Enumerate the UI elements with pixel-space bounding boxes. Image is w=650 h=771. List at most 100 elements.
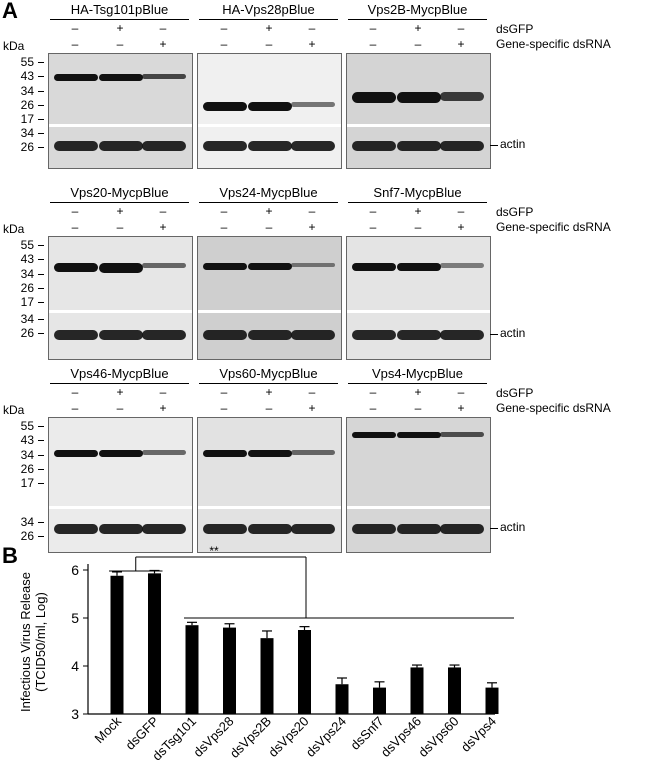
dsgfp-sign: + xyxy=(116,204,124,218)
dsrna-sign: – xyxy=(369,37,377,51)
mw-marker: 55 xyxy=(20,419,34,433)
x-tick-label: dsVps4 xyxy=(458,714,499,755)
bar-dsVps20 xyxy=(298,630,311,714)
protein-band xyxy=(440,263,484,268)
protein-band xyxy=(291,263,335,267)
dsgfp-sign: – xyxy=(220,385,228,399)
dsgfp-sign: + xyxy=(414,385,422,399)
blot-title-row2-3: Snf7-MycpBlue xyxy=(373,185,462,200)
mw-tick xyxy=(38,319,44,320)
dsrna-sign: – xyxy=(220,220,228,234)
x-tick-label: dsVps24 xyxy=(303,714,349,760)
protein-band xyxy=(248,450,292,457)
bar-dsVps4 xyxy=(485,687,499,714)
dsrna-sign: – xyxy=(116,37,124,51)
dsrna-sign: + xyxy=(457,401,465,415)
mw-marker: 26 xyxy=(20,140,34,154)
protein-band xyxy=(440,92,484,101)
dsrna-sign: – xyxy=(265,220,273,234)
dsgfp-sign: – xyxy=(457,21,465,35)
kda-label: kDa xyxy=(3,403,25,417)
y-axis-label: Infectious Virus Release(TCID50/ml, Log) xyxy=(18,572,48,712)
protein-band xyxy=(352,263,396,271)
dsgfp-sign: + xyxy=(414,21,422,35)
protein-band xyxy=(397,432,441,438)
blot-title-underline xyxy=(50,19,189,20)
blot-title-row3-2: Vps60-MycpBlue xyxy=(219,366,318,381)
actin-band xyxy=(99,524,143,534)
mw-tick xyxy=(38,259,44,260)
blot-title-row3-3: Vps4-MycpBlue xyxy=(371,366,464,381)
dsgfp-sign: – xyxy=(308,385,316,399)
mw-marker: 34 xyxy=(20,267,34,281)
dsgfp-sign: – xyxy=(220,21,228,35)
mw-marker: 34 xyxy=(20,126,34,140)
blot-separator xyxy=(198,310,341,313)
dsgfp-sign: – xyxy=(159,385,167,399)
dsrna-sign: + xyxy=(159,37,167,51)
protein-band xyxy=(203,263,247,270)
dsgfp-label: dsGFP xyxy=(496,22,534,36)
x-tick-label: Mock xyxy=(92,713,125,746)
dsgfp-sign: – xyxy=(71,204,79,218)
dsrna-sign: – xyxy=(220,37,228,51)
dsrna-sign: + xyxy=(308,37,316,51)
protein-band xyxy=(54,450,98,457)
actin-band xyxy=(291,329,335,340)
actin-band xyxy=(352,141,396,151)
dsrna-sign: – xyxy=(265,401,273,415)
bar-dsVps24 xyxy=(335,684,349,714)
y-tick-label: 5 xyxy=(71,610,79,626)
actin-band xyxy=(54,141,98,151)
western-blot-row2-3 xyxy=(346,236,491,360)
dsgfp-sign: – xyxy=(457,204,465,218)
actin-label: actin xyxy=(500,325,526,340)
blot-title-row2-1: Vps20-MycpBlue xyxy=(70,185,169,200)
protein-band xyxy=(203,450,247,457)
mw-marker: 26 xyxy=(20,462,34,476)
dsrna-sign: – xyxy=(71,37,79,51)
actin-band xyxy=(291,524,335,534)
dsrna-sign: – xyxy=(116,401,124,415)
dsgfp-sign: – xyxy=(159,21,167,35)
blot-separator xyxy=(49,310,192,313)
actin-band xyxy=(142,524,186,534)
x-tick-label: dsVps46 xyxy=(378,714,424,760)
mw-tick xyxy=(38,536,44,537)
mw-marker: 55 xyxy=(20,55,34,69)
dsrna-sign: + xyxy=(457,37,465,51)
dsrna-sign: + xyxy=(457,220,465,234)
mw-tick xyxy=(38,483,44,484)
mw-tick xyxy=(38,333,44,334)
mw-marker: 43 xyxy=(20,252,34,266)
actin-band xyxy=(397,329,441,340)
western-blot-row1-1 xyxy=(48,53,193,169)
western-blot-row1-3 xyxy=(346,53,491,169)
actin-band xyxy=(203,141,247,151)
actin-band xyxy=(248,524,292,534)
bar-dsVps2B xyxy=(260,638,274,714)
protein-band xyxy=(142,450,186,455)
dsrna-sign: – xyxy=(414,37,422,51)
dsrna-sign: – xyxy=(265,37,273,51)
western-blot-row1-2 xyxy=(197,53,342,169)
protein-band xyxy=(440,432,484,437)
mw-marker: 17 xyxy=(20,295,34,309)
kda-label: kDa xyxy=(3,39,25,53)
actin-band xyxy=(397,524,441,534)
blot-separator xyxy=(347,310,490,313)
dsrna-sign: – xyxy=(71,220,79,234)
actin-tick xyxy=(490,333,498,335)
actin-band xyxy=(440,524,484,534)
blot-title-underline xyxy=(50,383,189,384)
dsgfp-sign: + xyxy=(265,204,273,218)
bar-chart: 3 4 5 6 Infectious Virus Release(TCID50/ml, … xyxy=(18,544,514,763)
protein-band xyxy=(397,92,441,103)
blot-separator xyxy=(198,506,341,509)
mw-marker: 55 xyxy=(20,238,34,252)
dsrna-sign: – xyxy=(116,220,124,234)
actin-band xyxy=(203,524,247,534)
blot-separator xyxy=(198,124,341,127)
mw-tick xyxy=(38,105,44,106)
mw-marker: 26 xyxy=(20,326,34,340)
